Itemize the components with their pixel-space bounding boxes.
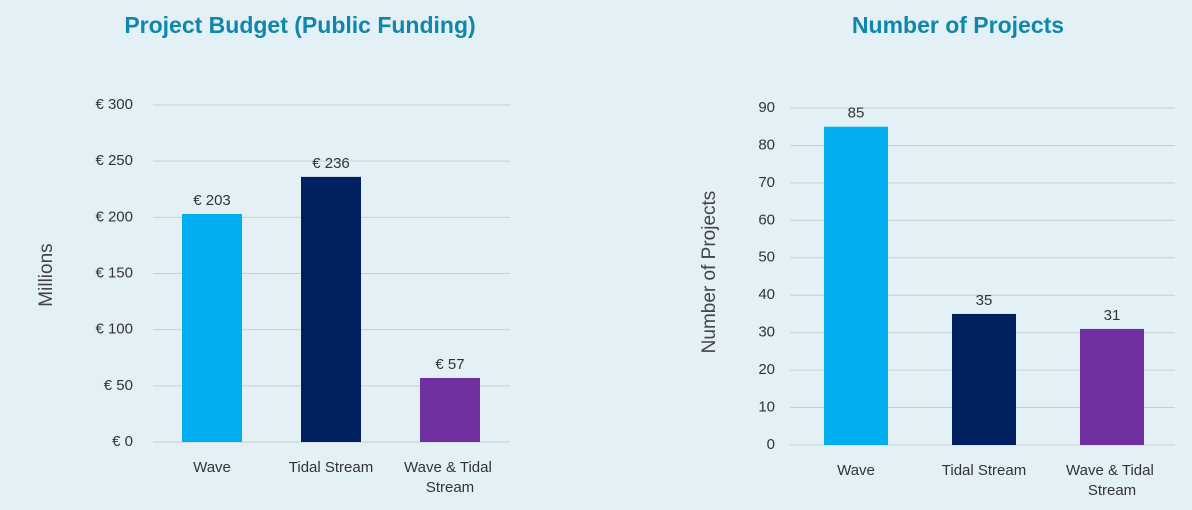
y-tick-label: 30 (758, 324, 775, 341)
bar (824, 126, 888, 445)
y-tick-label: € 0 (112, 433, 133, 450)
x-tick-label: Wave & Tidal Stream (1066, 462, 1158, 499)
y-tick-label: € 300 (95, 96, 133, 113)
bar (952, 313, 1016, 445)
y-tick-label: € 150 (95, 264, 133, 281)
data-label: 85 (848, 105, 865, 122)
data-label: 35 (976, 292, 993, 309)
y-tick-label: 10 (758, 399, 775, 416)
x-tick-label: Wave (837, 462, 875, 479)
bar (420, 377, 480, 442)
y-tick-label: 60 (758, 211, 775, 228)
y-tick-label: € 50 (104, 377, 133, 394)
y-tick-label: € 200 (95, 208, 133, 225)
bar (182, 213, 242, 442)
data-label: € 57 (435, 356, 464, 373)
y-tick-label: € 250 (95, 152, 133, 169)
bar (1080, 328, 1144, 445)
chart-title: Project Budget (Public Funding) (124, 12, 475, 38)
x-tick-label: Tidal Stream (942, 462, 1026, 479)
y-tick-label: 20 (758, 361, 775, 378)
y-tick-label: 80 (758, 136, 775, 153)
y-tick-label: 70 (758, 174, 775, 191)
y-tick-label: € 100 (95, 321, 133, 338)
y-tick-label: 50 (758, 249, 775, 266)
x-tick-label: Tidal Stream (289, 459, 373, 476)
y-tick-label: 40 (758, 286, 775, 303)
y-axis-label: Millions (36, 243, 57, 306)
y-axis-label: Number of Projects (699, 191, 720, 354)
y-tick-label: 90 (758, 99, 775, 116)
y-tick-label: 0 (767, 436, 775, 453)
x-tick-label: Wave & Tidal Stream (404, 459, 496, 496)
chart-title: Number of Projects (852, 12, 1064, 38)
data-label: € 203 (193, 192, 231, 209)
x-tick-label: Wave (193, 459, 231, 476)
data-label: € 236 (312, 155, 350, 172)
bar (301, 176, 361, 443)
data-label: 31 (1104, 307, 1121, 324)
